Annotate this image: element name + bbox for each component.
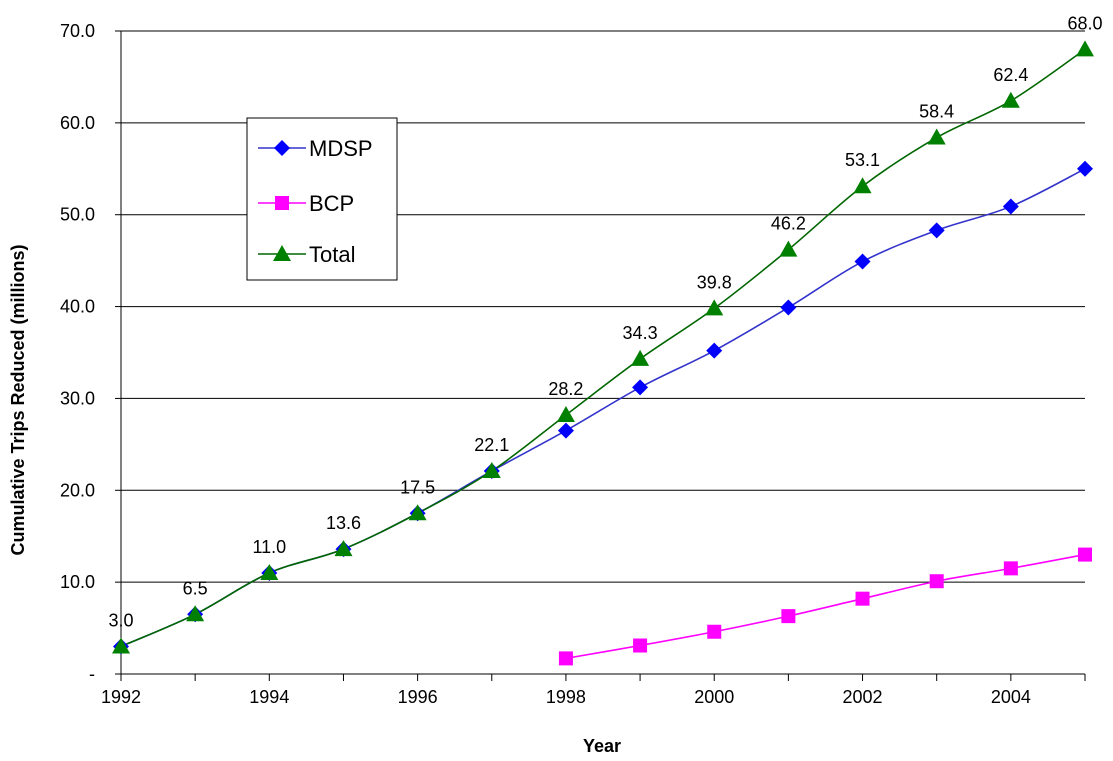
legend: MDSP BCP Total (246, 117, 398, 281)
y-axis-tick-labels: - 10.0 20.0 30.0 40.0 50.0 60.0 70.0 (60, 21, 95, 684)
marker-2-13 (1076, 40, 1094, 57)
legend-label-0: MDSP (309, 136, 373, 161)
data-label-5: 22.1 (474, 435, 509, 455)
y-tick-label-5: 50.0 (60, 205, 95, 225)
data-labels: 3.0 6.5 11.0 13.6 17.5 22.1 28.2 34.3 39.8 46.2 53… (108, 13, 1102, 630)
legend-label-2: Total (309, 242, 355, 267)
marker-2-10 (853, 177, 872, 194)
marker-2-2 (260, 563, 279, 580)
marker-2-1 (186, 605, 205, 622)
marker-2-9 (779, 240, 798, 257)
marker-1-8 (707, 624, 722, 639)
marker-1-13 (1078, 547, 1092, 562)
marker-1-6 (558, 651, 573, 666)
data-label-8: 39.8 (697, 272, 732, 292)
data-label-11: 58.4 (919, 102, 954, 122)
data-label-10: 53.1 (845, 150, 880, 170)
axes (115, 30, 1086, 681)
y-tick-label-1: 10.0 (60, 572, 95, 592)
marker-2-5 (482, 461, 501, 478)
marker-2-7 (631, 349, 650, 366)
y-tick-label-3: 30.0 (60, 388, 95, 408)
marker-0-12 (1002, 198, 1019, 215)
data-label-6: 28.2 (548, 379, 583, 399)
marker-0-7 (632, 379, 649, 396)
x-tick-label-5: 2002 (843, 687, 883, 707)
x-axis-title: Year (583, 736, 621, 756)
marker-2-0 (112, 637, 130, 654)
data-label-7: 34.3 (623, 323, 658, 343)
marker-1-7 (633, 638, 648, 653)
data-label-3: 13.6 (326, 513, 361, 533)
gridlines (121, 30, 1085, 583)
marker-0-13 (1077, 160, 1093, 177)
marker-0-6 (557, 422, 574, 439)
data-label-0: 3.0 (108, 610, 133, 630)
x-tick-label-1: 1994 (249, 687, 289, 707)
y-tick-label-6: 60.0 (60, 113, 95, 133)
data-label-9: 46.2 (771, 214, 806, 234)
marker-0-11 (928, 222, 945, 239)
y-tick-label-0: - (89, 664, 95, 684)
marker-0-10 (854, 253, 871, 270)
x-tick-label-2: 1996 (398, 687, 438, 707)
data-label-12: 62.4 (993, 65, 1028, 85)
legend-marker-0 (274, 140, 290, 156)
legend-marker-1 (275, 196, 289, 210)
marker-1-12 (1003, 561, 1018, 576)
marker-0-9 (780, 299, 797, 316)
marker-1-11 (929, 574, 944, 589)
marker-1-9 (781, 609, 796, 624)
data-label-13: 68.0 (1067, 13, 1102, 33)
y-axis-title: Cumulative Trips Reduced (millions) (8, 244, 28, 555)
data-label-1: 6.5 (183, 578, 208, 598)
y-tick-label-2: 20.0 (60, 480, 95, 500)
y-tick-label-7: 70.0 (60, 21, 95, 41)
x-tick-label-4: 2000 (694, 687, 734, 707)
marker-2-6 (556, 405, 575, 422)
data-label-2: 11.0 (252, 537, 286, 557)
marker-2-4 (408, 504, 427, 521)
marker-2-3 (334, 540, 353, 557)
y-tick-label-4: 40.0 (60, 297, 95, 317)
legend-box (246, 117, 398, 281)
x-tick-label-6: 2004 (991, 687, 1031, 707)
legend-label-1: BCP (309, 191, 354, 216)
x-tick-label-3: 1998 (546, 687, 586, 707)
marker-0-8 (706, 342, 723, 359)
legend-marker-2 (273, 245, 291, 261)
marker-1-10 (855, 591, 870, 606)
marker-2-12 (1001, 91, 1020, 108)
x-axis-tick-labels: 1992 1994 1996 1998 2000 2002 2004 (101, 687, 1031, 707)
marker-2-11 (927, 128, 946, 145)
series-markers (112, 40, 1094, 666)
marker-2-8 (705, 299, 724, 316)
x-tick-label-0: 1992 (101, 687, 141, 707)
data-label-4: 17.5 (400, 477, 435, 497)
